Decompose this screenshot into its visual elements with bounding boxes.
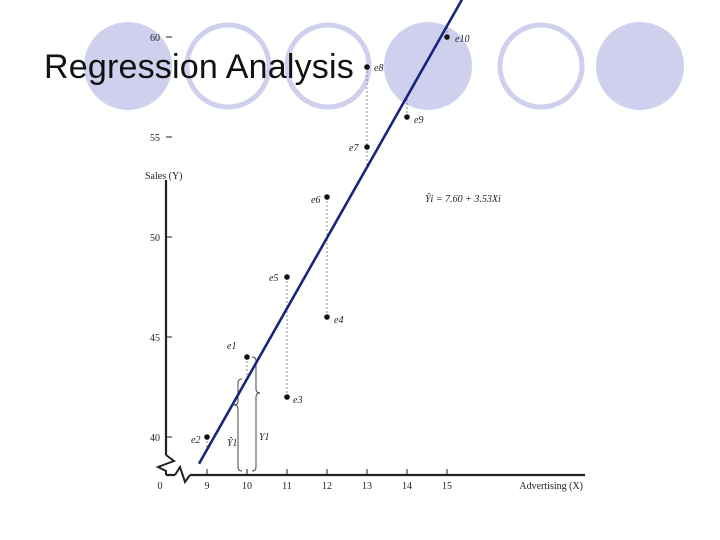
y-axis-label: Sales (Y) bbox=[145, 171, 183, 182]
x-axis-label: Advertising (X) bbox=[519, 481, 583, 492]
x-axis-break bbox=[174, 464, 191, 485]
y-tick-label: 55 bbox=[150, 133, 160, 144]
point-label: e2 bbox=[191, 435, 200, 446]
data-point bbox=[364, 64, 370, 70]
chart-points bbox=[204, 34, 450, 440]
x-tick-label: 11 bbox=[282, 481, 292, 492]
yhat1-label: Ŷ1 bbox=[227, 437, 238, 449]
point-label: e4 bbox=[334, 315, 343, 326]
decor-circle-filled bbox=[384, 22, 472, 110]
chart-ticks: 40 45 50 55 60 0 9 10 11 12 13 14 15 bbox=[150, 33, 452, 492]
point-label: e6 bbox=[311, 195, 320, 206]
data-point bbox=[324, 314, 330, 320]
data-point bbox=[404, 114, 410, 120]
y1-brace bbox=[251, 356, 261, 472]
y-tick-label: 60 bbox=[150, 33, 160, 44]
data-point bbox=[324, 194, 330, 200]
x-tick-label: 14 bbox=[402, 481, 412, 492]
point-label: e5 bbox=[269, 273, 278, 284]
decor-circle-filled bbox=[84, 22, 172, 110]
data-point bbox=[284, 394, 290, 400]
chart-labels: Sales (Y) Advertising (X) Ŷi = 7.60 + 3.53… bbox=[145, 34, 583, 492]
yhat1-brace bbox=[233, 378, 243, 472]
data-point bbox=[204, 434, 210, 440]
chart-regression bbox=[197, 0, 464, 465]
x-tick-label: 9 bbox=[205, 481, 210, 492]
y-tick-label: 45 bbox=[150, 333, 160, 344]
decor-circle-filled bbox=[596, 22, 684, 110]
regression-equation-label: Ŷi = 7.60 + 3.53Xi bbox=[425, 193, 501, 205]
data-point bbox=[364, 144, 370, 150]
x-tick-label: 0 bbox=[158, 481, 163, 492]
point-label: e7 bbox=[349, 143, 359, 154]
point-label: e8 bbox=[374, 63, 383, 74]
page-title: Regression Analysis bbox=[44, 48, 354, 86]
point-label: e3 bbox=[293, 395, 302, 406]
data-point bbox=[444, 34, 450, 40]
regression-line bbox=[197, 0, 464, 465]
y-tick-label: 50 bbox=[150, 233, 160, 244]
data-point bbox=[284, 274, 290, 280]
y-tick-label: 40 bbox=[150, 433, 160, 444]
point-label: e10 bbox=[455, 34, 469, 45]
x-tick-label: 13 bbox=[362, 481, 372, 492]
data-point bbox=[244, 354, 250, 360]
y-axis-break bbox=[155, 454, 177, 475]
x-tick-label: 12 bbox=[322, 481, 332, 492]
decor-circle-ring bbox=[184, 22, 272, 110]
decor-circle-ring bbox=[497, 22, 585, 110]
point-label: e9 bbox=[414, 115, 423, 126]
y1-label: Y1 bbox=[259, 432, 270, 443]
chart-axes bbox=[155, 180, 585, 485]
chart-residuals bbox=[206, 26, 448, 472]
point-label: e1 bbox=[227, 341, 236, 352]
x-tick-label: 10 bbox=[242, 481, 252, 492]
x-tick-label: 15 bbox=[442, 481, 452, 492]
